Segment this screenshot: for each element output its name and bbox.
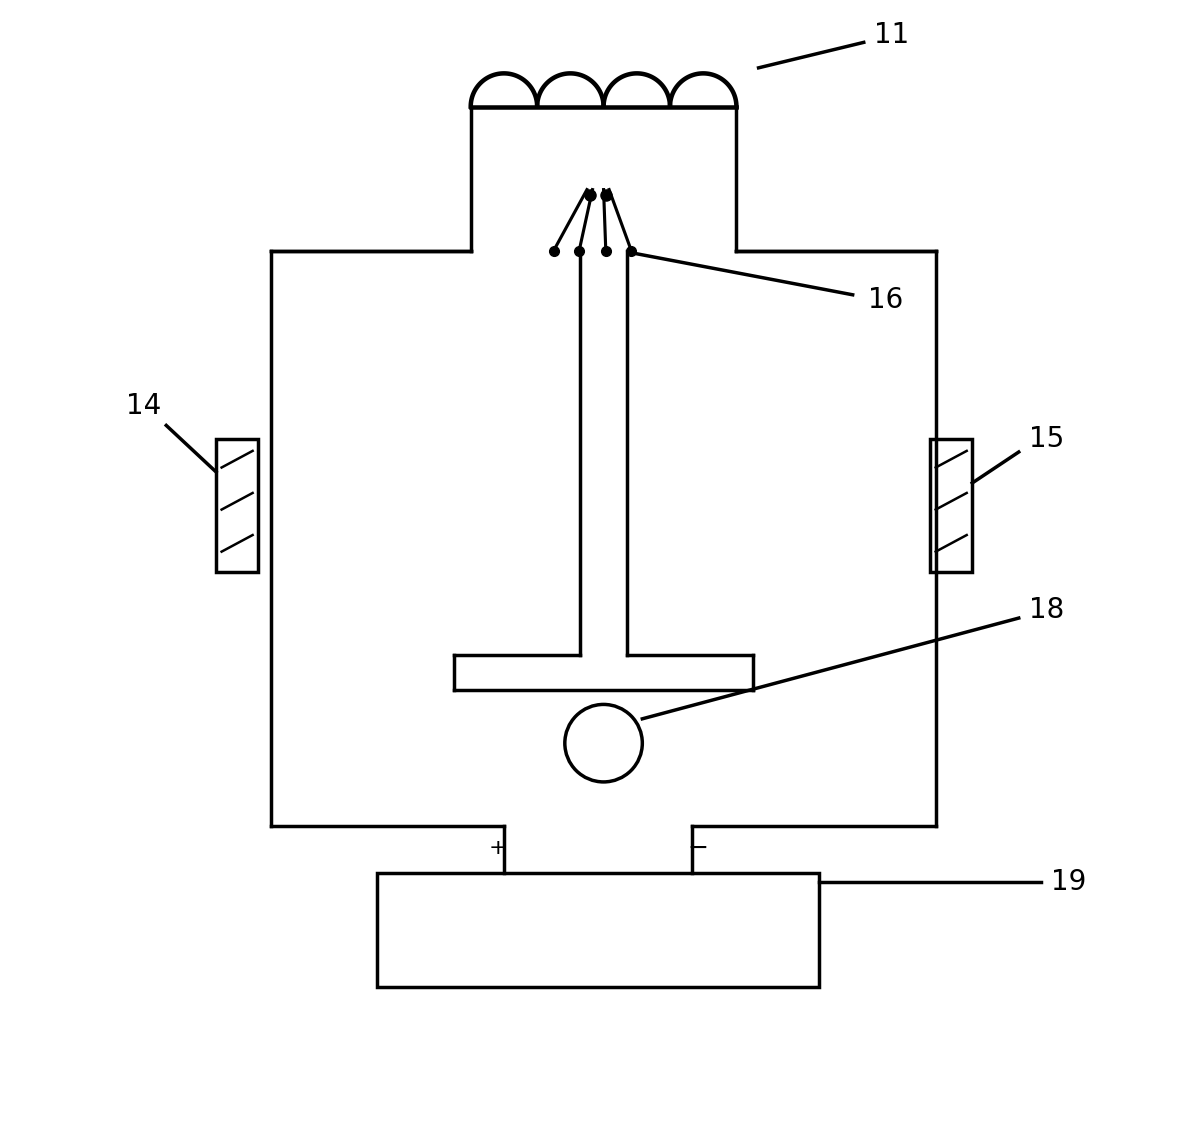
Circle shape <box>565 704 642 782</box>
Text: 19: 19 <box>1051 868 1087 896</box>
Text: 15: 15 <box>1029 425 1064 453</box>
Bar <box>377 873 820 986</box>
Bar <box>930 438 972 572</box>
Text: 16: 16 <box>869 286 903 314</box>
Text: 18: 18 <box>1029 596 1064 624</box>
Text: 11: 11 <box>873 20 909 48</box>
Text: −: − <box>687 836 709 860</box>
Bar <box>216 438 258 572</box>
Text: 14: 14 <box>127 391 161 419</box>
Text: +: + <box>489 839 507 859</box>
